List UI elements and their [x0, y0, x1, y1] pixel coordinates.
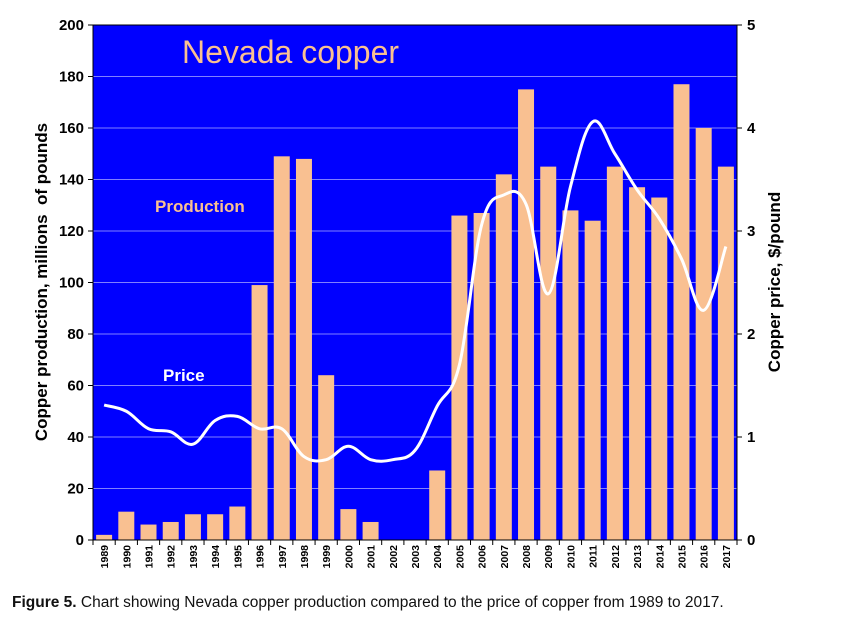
- x-tick-label: 1998: [299, 545, 311, 569]
- x-tick-label: 2012: [610, 545, 622, 569]
- figure-caption-text: Chart showing Nevada copper production c…: [76, 594, 724, 611]
- x-tick-label: 2009: [543, 545, 555, 569]
- production-bar: [584, 220, 601, 540]
- production-bar: [695, 128, 712, 540]
- x-tick-label: 1992: [166, 545, 178, 569]
- y-right-tick-label: 2: [747, 326, 755, 343]
- x-tick-label: 1995: [232, 545, 244, 569]
- x-tick-label: 2002: [388, 545, 400, 569]
- x-tick-label: 2016: [699, 545, 711, 569]
- x-tick-label: 2001: [366, 545, 378, 569]
- production-bar: [96, 534, 113, 540]
- price-line-group: [103, 119, 728, 463]
- production-bar: [207, 514, 224, 540]
- x-tick-label: 1996: [255, 545, 267, 569]
- production-bar: [295, 158, 312, 540]
- y-left-tick-label: 40: [67, 429, 84, 446]
- production-bar: [606, 166, 623, 540]
- production-bar: [717, 166, 734, 540]
- x-tick-label: 1990: [121, 545, 133, 569]
- x-tick-label: 1999: [321, 545, 333, 569]
- y-left-tick-label: 100: [59, 275, 84, 292]
- x-tick-label: 2013: [632, 545, 644, 569]
- y-right-tick-label: 5: [747, 17, 755, 34]
- production-bar: [451, 215, 468, 541]
- production-series-label: Production: [155, 197, 245, 216]
- price-line: [103, 119, 728, 463]
- x-tick-label: 1997: [277, 545, 289, 569]
- production-bar: [673, 84, 690, 540]
- figure-caption: Figure 5. Chart showing Nevada copper pr…: [12, 594, 852, 612]
- x-tick-label: 2017: [721, 545, 733, 569]
- x-tick-label: 2015: [676, 545, 688, 569]
- production-bar: [140, 524, 157, 540]
- x-tick-label: 1989: [99, 545, 111, 569]
- y-left-tick-label: 120: [59, 223, 84, 240]
- y-left-tick-label: 0: [76, 532, 84, 549]
- y-left-tick-label: 160: [59, 120, 84, 137]
- production-bar: [540, 166, 557, 540]
- x-tick-label: 2007: [499, 545, 511, 569]
- x-tick-label: 2011: [588, 545, 600, 568]
- y-left-tick-label: 140: [59, 172, 84, 189]
- figure-caption-label: Figure 5.: [12, 594, 77, 611]
- x-tick-label: 2005: [454, 545, 466, 569]
- x-tick-label: 1991: [144, 545, 156, 569]
- y-right-tick-label: 3: [747, 223, 755, 240]
- y-right-tick-label: 4: [747, 120, 756, 137]
- x-tick-label: 2000: [343, 545, 355, 569]
- x-tick-label: 2004: [432, 545, 444, 569]
- production-bar: [629, 187, 646, 540]
- y-left-tick-label: 60: [67, 378, 84, 395]
- production-bar: [162, 521, 179, 540]
- y-left-tick-label: 20: [67, 481, 84, 498]
- x-tick-label: 1994: [210, 545, 222, 569]
- production-bar: [362, 521, 379, 540]
- y-axis-right-label: Copper price, $/pound: [765, 192, 784, 372]
- chart-container: 0 20 40 60 80 100 120 140 160 180 200 0 1 2 3 4 5 1989 199…: [32, 17, 784, 568]
- y-left-tick-label: 180: [59, 69, 84, 86]
- production-bar: [562, 210, 579, 540]
- y-right-tick-label: 0: [747, 532, 755, 549]
- x-tick-label: 2006: [477, 545, 489, 569]
- production-bar: [495, 174, 512, 540]
- x-tick-label: 2003: [410, 545, 422, 569]
- production-bar: [429, 470, 446, 540]
- x-tick-label: 2014: [654, 545, 666, 569]
- production-bar: [251, 285, 268, 540]
- y-left-tick-label: 200: [59, 17, 84, 34]
- production-bar: [118, 511, 135, 540]
- production-bar: [518, 89, 535, 540]
- price-series-label: Price: [163, 366, 205, 385]
- production-bar: [229, 506, 246, 540]
- chart-title: Nevada copper: [182, 34, 399, 70]
- production-bar: [651, 197, 668, 540]
- production-bar: [273, 156, 290, 540]
- production-bar: [184, 514, 201, 540]
- x-tick-label: 2008: [521, 545, 533, 569]
- production-bar: [473, 212, 490, 540]
- production-bar: [318, 375, 335, 540]
- x-tick-label: 1993: [188, 545, 200, 569]
- production-bar: [340, 509, 357, 540]
- x-tick-label: 2010: [565, 545, 577, 569]
- production-bars: [96, 84, 734, 541]
- y-axis-left-label: Copper production, millions of pounds: [32, 123, 51, 441]
- y-left-tick-label: 80: [67, 326, 84, 343]
- y-right-tick-label: 1: [747, 429, 755, 446]
